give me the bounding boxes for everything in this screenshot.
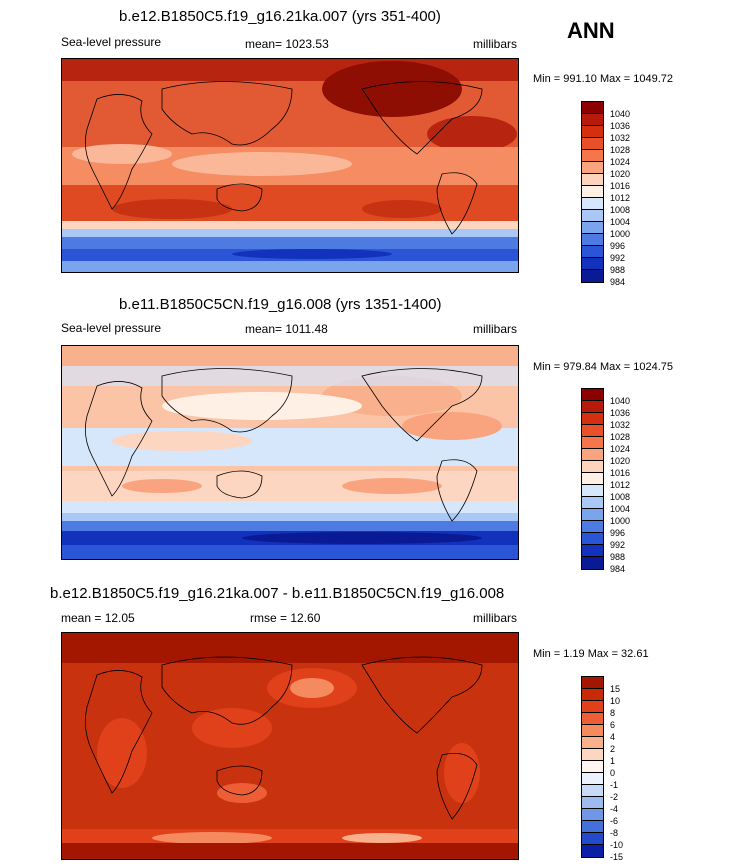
panel2-colorbar-label: 992 [610, 540, 626, 550]
panel3-coastlines [84, 656, 483, 820]
panel2-colorbar-label: 1040 [610, 396, 631, 406]
panel1-colorbar-label: 988 [610, 265, 626, 275]
panel2-colorbar-label: 1036 [610, 408, 631, 418]
panel3-title: b.e12.B1850C5.f19_g16.21ka.007 - b.e11.B… [50, 585, 505, 602]
panel3-colorbar-label: 2 [610, 744, 616, 754]
panel1-colorbar-label: 984 [610, 277, 626, 287]
panel2-colorbar-label: 1016 [610, 468, 631, 478]
panel3-map [61, 632, 519, 860]
panel1-colorbar-label: 1028 [610, 145, 631, 155]
panel1-colorbar-label: 1000 [610, 229, 631, 239]
panel2-colorbar-label: 1008 [610, 492, 631, 502]
panel2-colorbar-label: 1024 [610, 444, 631, 454]
panel2-colorbar-label: 984 [610, 564, 626, 574]
panel3-colorbar-label: 0 [610, 768, 616, 778]
panel3-colorbar-label: -8 [610, 828, 619, 838]
panel1-blob-atlantic-high [427, 116, 517, 152]
panel3-colorbar-label: -10 [610, 840, 624, 850]
panel1-colorbar-label: 992 [610, 253, 626, 263]
panel1-band-southern-low [62, 237, 518, 249]
season-label: ANN [567, 18, 615, 43]
panel1-colorbar-label: 1004 [610, 217, 631, 227]
panel2-colorbar-label: 1012 [610, 480, 631, 490]
panel3-colorbar-label: 4 [610, 732, 616, 742]
panel1-colorbar-label: 1008 [610, 205, 631, 215]
panel3-mean-label: mean = 12.05 [61, 611, 135, 625]
panel3-colorbar-label: 15 [610, 684, 621, 694]
panel3-rmse-label: rmse = 12.60 [250, 611, 321, 625]
panel2-map [61, 345, 519, 560]
panel3-colorbar-label: 8 [610, 708, 616, 718]
panel1-blob-siberian-high [322, 61, 462, 117]
panel2-variable-label: Sea-level pressure [61, 321, 162, 335]
panel2-colorbar-label: 1028 [610, 432, 631, 442]
panel1-map [61, 58, 519, 273]
panel3-colorbar-label: -15 [610, 852, 624, 862]
panel3-min-max: Min = 1.19 Max = 32.61 [533, 648, 649, 660]
panel1-units-label: millibars [473, 37, 518, 51]
panel1-colorbar-label: 1040 [610, 109, 631, 119]
panel2-min-max: Min = 979.84 Max = 1024.75 [533, 361, 674, 373]
panel3-colorbar-label: -2 [610, 792, 619, 802]
panel3-colorbar-label: 6 [610, 720, 616, 730]
panel3-colorbar-label: 1 [610, 756, 616, 766]
panel2-colorbar-label: 1000 [610, 516, 631, 526]
panel2-colorbar [581, 388, 604, 570]
panel1-colorbar [581, 101, 604, 283]
panel1-variable-label: Sea-level pressure [61, 35, 162, 49]
panel2-colorbar-label: 1020 [610, 456, 631, 466]
panel1-colorbar-label: 1016 [610, 181, 631, 191]
panel1-mean-label: mean= 1023.53 [245, 37, 329, 51]
panel2-mean-label: mean= 1011.48 [245, 322, 328, 336]
panel2-colorbar-label: 1004 [610, 504, 631, 514]
panel3-colorbar-label: -1 [610, 780, 619, 790]
panel2-coastlines [84, 368, 483, 522]
panel3-colorbar [581, 676, 604, 858]
panel3-colorbar-label: -4 [610, 804, 619, 814]
panel1-colorbar-label: 1012 [610, 193, 631, 203]
panel1-min-max: Min = 991.10 Max = 1049.72 [533, 73, 674, 85]
panel1-colorbar-label: 1020 [610, 169, 631, 179]
panel3-units-label: millibars [473, 611, 518, 625]
panel2-title: b.e11.B1850C5CN.f19_g16.008 (yrs 1351-14… [119, 296, 442, 313]
panel1-colorbar-label: 996 [610, 241, 626, 251]
panel2-colorbar-label: 1032 [610, 420, 631, 430]
panel1-colorbar-label: 1036 [610, 121, 631, 131]
panel3-colorbar-label: 10 [610, 696, 621, 706]
panel2-colorbar-label: 996 [610, 528, 626, 538]
panel1-title: b.e12.B1850C5.f19_g16.21ka.007 (yrs 351-… [119, 8, 441, 25]
panel2-colorbar-label: 988 [610, 552, 626, 562]
panel1-colorbar-label: 1032 [610, 133, 631, 143]
panel3-colorbar-label: -6 [610, 816, 619, 826]
panel2-band-arctic [62, 346, 518, 366]
panel2-units-label: millibars [473, 322, 518, 336]
panel1-coastlines [84, 81, 483, 235]
panel3-blob-npacific [290, 678, 334, 698]
panel1-colorbar-label: 1024 [610, 157, 631, 167]
